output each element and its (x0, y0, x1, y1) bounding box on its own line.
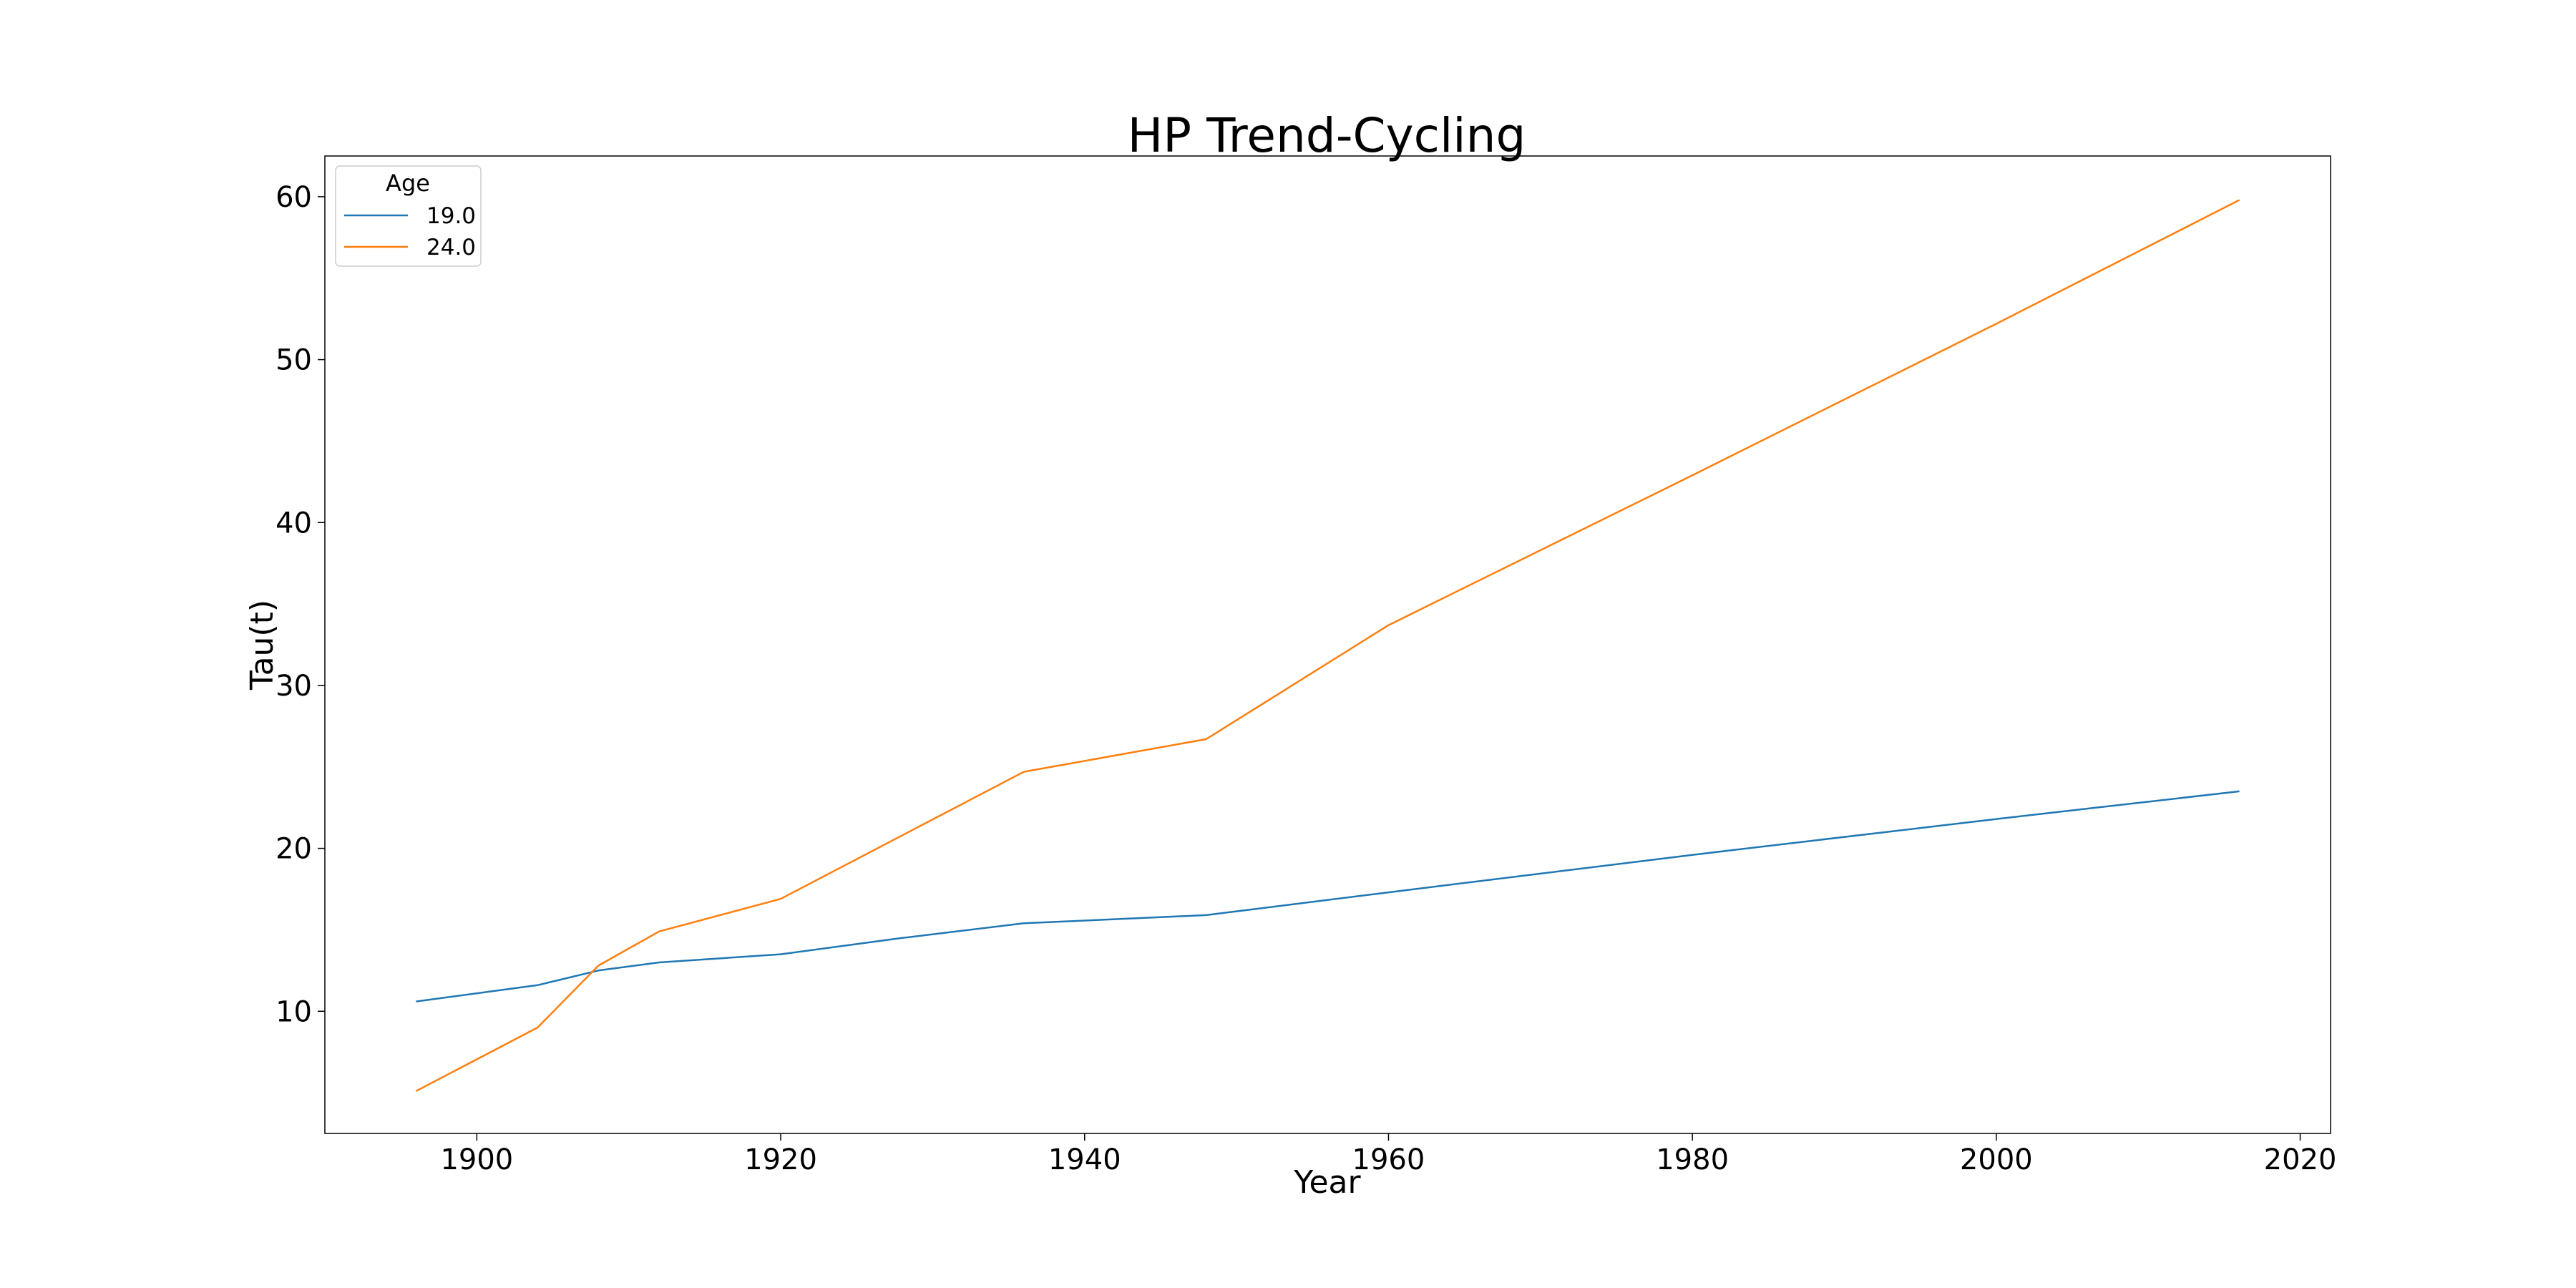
legend-entries: 19.0 24.0 (344, 203, 476, 260)
y-tick-label: 40 (275, 507, 312, 540)
legend-box (335, 165, 482, 267)
y-axis: 10 20 30 40 50 60 (275, 181, 325, 1028)
series-layer (415, 199, 2240, 1092)
plot-frame (324, 155, 2331, 1134)
chart-title: HP Trend-Cycling (1128, 108, 1526, 163)
plot-area (324, 155, 2331, 1134)
x-tick-label: 2000 (1960, 1143, 2033, 1176)
x-tick-label: 1980 (1656, 1143, 1729, 1176)
x-tick-label: 2020 (2264, 1143, 2337, 1176)
y-tick-label: 60 (275, 181, 312, 214)
legend-label: 24.0 (426, 235, 476, 260)
series-line-24-0 (415, 199, 2240, 1092)
x-axis: 1900 1920 1940 1960 1980 2000 2020 (440, 1133, 2336, 1176)
legend-title: Age (386, 170, 430, 197)
y-tick-label: 10 (275, 995, 312, 1028)
x-tick-label: 1900 (440, 1143, 513, 1176)
legend: Age 19.0 24.0 (335, 165, 482, 267)
y-tick-label: 50 (275, 344, 312, 377)
y-axis-label: Tau(t) (244, 600, 280, 691)
x-tick-label: 1920 (744, 1143, 817, 1176)
y-tick-label: 20 (275, 833, 312, 866)
legend-label: 19.0 (426, 203, 476, 229)
series-line-19-0 (416, 790, 2240, 1002)
y-tick-label: 30 (275, 670, 312, 703)
x-tick-label: 1940 (1048, 1143, 1121, 1176)
x-tick-label: 1960 (1352, 1143, 1425, 1176)
x-axis-label: Year (1293, 1164, 1361, 1201)
